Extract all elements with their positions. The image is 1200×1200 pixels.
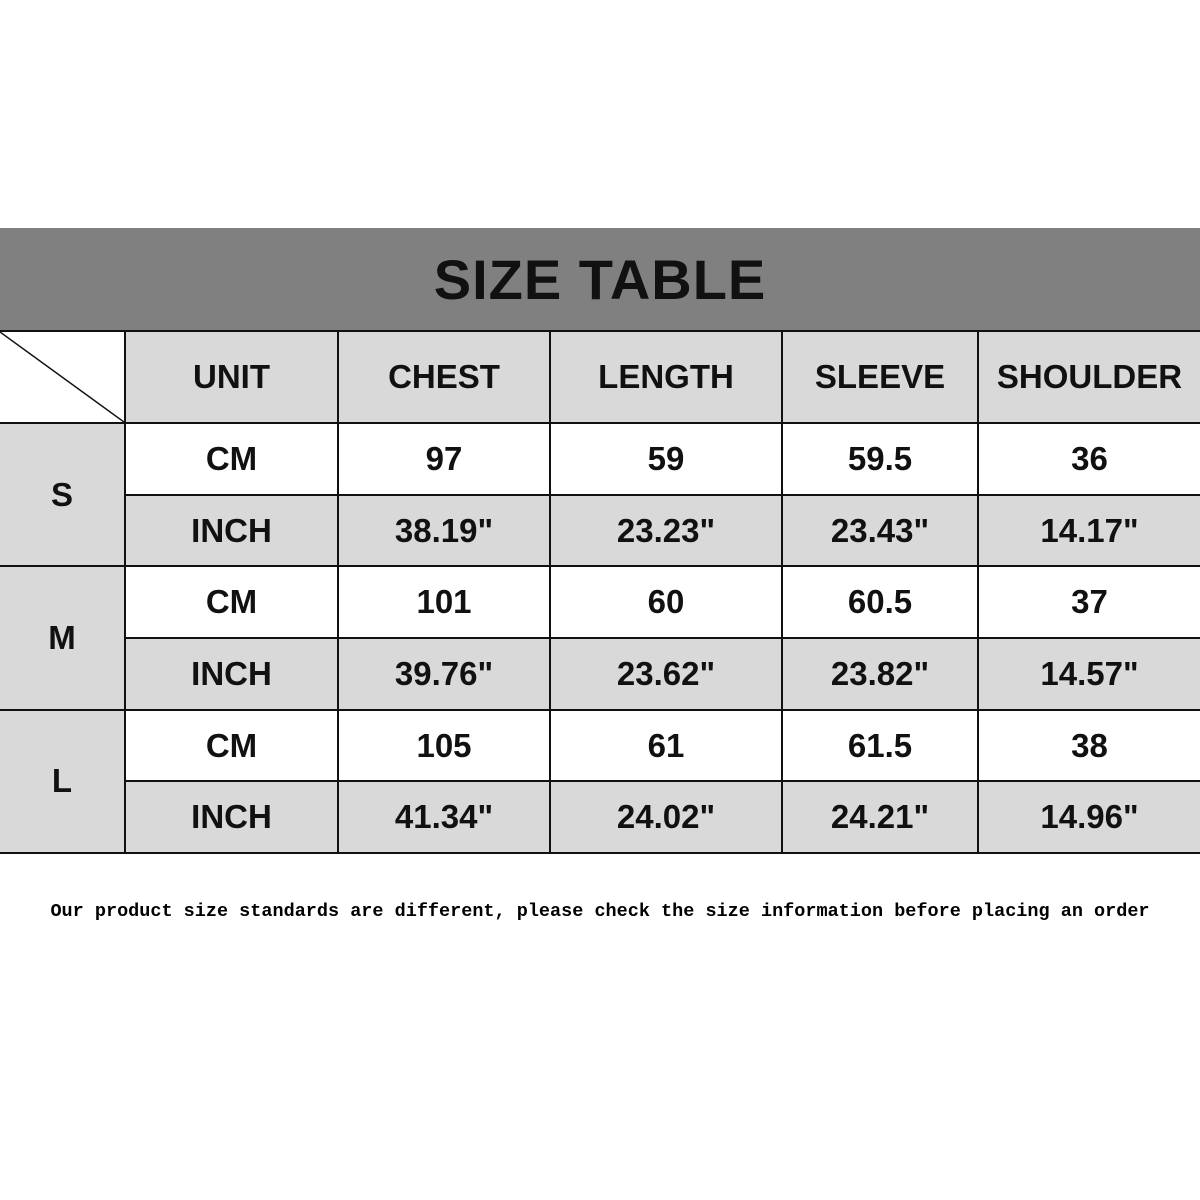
value-cell: 39.76" [337, 637, 551, 711]
value-cell: 37 [977, 565, 1200, 640]
column-header-shoulder: SHOULDER [977, 330, 1200, 424]
value-cell: 97 [337, 422, 551, 496]
header-row: UNIT CHEST LENGTH SLEEVE SHOULDER [0, 330, 1200, 424]
table-row: S CM 97 59 59.5 36 [0, 421, 1200, 568]
value-cell: 14.57" [977, 637, 1200, 711]
title-bar: SIZE TABLE [0, 228, 1200, 330]
value-cell: 24.21" [781, 780, 979, 855]
value-cell: 61 [549, 708, 783, 783]
value-cell: 36 [977, 422, 1200, 496]
value-cell: 38.19" [337, 493, 551, 568]
table-row: M CM 101 60 60.5 37 [0, 565, 1200, 711]
value-cell: 105 [337, 708, 551, 783]
footer-note-text: Our product size standards are different… [50, 901, 1150, 922]
value-cell: 59.5 [781, 422, 979, 496]
unit-cell: INCH [124, 780, 339, 855]
unit-cell: CM [124, 422, 339, 496]
diagonal-line-icon [0, 332, 124, 422]
value-cell: 23.43" [781, 493, 979, 568]
value-cell: 14.96" [977, 780, 1200, 855]
value-cell: 60.5 [781, 565, 979, 640]
value-cell: 41.34" [337, 780, 551, 855]
footer-note: Our product size standards are different… [0, 898, 1200, 926]
table-row: INCH 39.76" 23.62" 23.82" 14.57" [0, 637, 1200, 711]
value-cell: 59 [549, 422, 783, 496]
value-cell: 23.62" [549, 637, 783, 711]
column-header-unit: UNIT [124, 330, 339, 424]
value-cell: 23.23" [549, 493, 783, 568]
value-cell: 14.17" [977, 493, 1200, 568]
table-row: L CM 105 61 61.5 38 [0, 708, 1200, 855]
table-row: INCH 38.19" 23.23" 23.43" 14.17" [0, 493, 1200, 568]
page-title: SIZE TABLE [433, 247, 767, 311]
value-cell: 23.82" [781, 637, 979, 711]
unit-cell: CM [124, 565, 339, 640]
column-header-length: LENGTH [549, 330, 783, 424]
column-header-chest: CHEST [337, 330, 551, 424]
value-cell: 61.5 [781, 708, 979, 783]
unit-cell: INCH [124, 637, 339, 711]
size-label: L [0, 708, 126, 855]
size-table: UNIT CHEST LENGTH SLEEVE SHOULDER S CM 97 5… [0, 330, 1200, 855]
value-cell: 38 [977, 708, 1200, 783]
size-label: M [0, 565, 126, 711]
unit-cell: CM [124, 708, 339, 783]
column-header-sleeve: SLEEVE [781, 330, 979, 424]
table-row: INCH 41.34" 24.02" 24.21" 14.96" [0, 780, 1200, 855]
size-label: S [0, 421, 126, 568]
value-cell: 24.02" [549, 780, 783, 855]
unit-cell: INCH [124, 493, 339, 568]
value-cell: 101 [337, 565, 551, 640]
value-cell: 60 [549, 565, 783, 640]
corner-cell [0, 330, 126, 424]
